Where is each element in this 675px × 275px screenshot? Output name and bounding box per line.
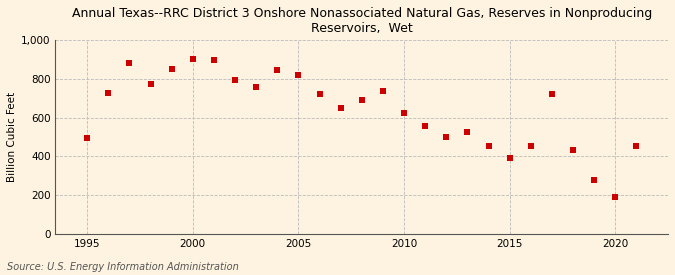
Point [335, 106, 346, 110]
Point [230, 78, 240, 82]
Point [504, 156, 515, 161]
Point [420, 124, 431, 129]
Point [399, 111, 410, 115]
Point [272, 68, 283, 73]
Point [209, 57, 219, 62]
Point [314, 91, 325, 96]
Point [610, 195, 620, 199]
Point [462, 130, 472, 134]
Point [188, 56, 198, 61]
Point [547, 91, 558, 96]
Y-axis label: Billion Cubic Feet: Billion Cubic Feet [7, 92, 17, 182]
Point [568, 147, 578, 152]
Point [441, 135, 452, 139]
Text: Source: U.S. Energy Information Administration: Source: U.S. Energy Information Administ… [7, 262, 238, 272]
Point [525, 144, 536, 148]
Point [293, 73, 304, 77]
Point [356, 98, 367, 103]
Point [377, 89, 388, 93]
Point [483, 144, 494, 148]
Point [124, 60, 135, 65]
Point [145, 82, 156, 86]
Point [250, 84, 261, 89]
Point [82, 136, 92, 141]
Point [589, 178, 599, 182]
Point [631, 144, 642, 148]
Point [166, 67, 177, 72]
Title: Annual Texas--RRC District 3 Onshore Nonassociated Natural Gas, Reserves in Nonp: Annual Texas--RRC District 3 Onshore Non… [72, 7, 652, 35]
Point [103, 90, 113, 95]
